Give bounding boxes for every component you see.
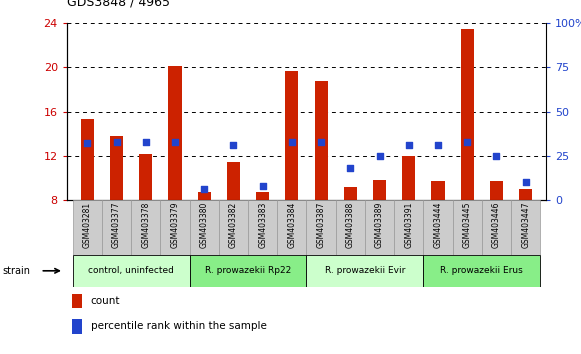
- Text: GSM403391: GSM403391: [404, 202, 413, 248]
- Bar: [402, 156, 415, 200]
- Text: GSM403389: GSM403389: [375, 202, 384, 248]
- Bar: [168, 66, 181, 200]
- Bar: [219, 200, 248, 255]
- Bar: [373, 180, 386, 200]
- Text: GSM403379: GSM403379: [170, 202, 180, 248]
- Point: [375, 153, 384, 159]
- Bar: [424, 200, 453, 255]
- Bar: [189, 255, 307, 287]
- Text: GSM403378: GSM403378: [141, 202, 150, 248]
- Point: [462, 139, 472, 144]
- Text: GSM403382: GSM403382: [229, 202, 238, 248]
- Point: [112, 139, 121, 144]
- Text: GSM403383: GSM403383: [258, 202, 267, 248]
- Bar: [110, 136, 123, 200]
- Point: [521, 179, 530, 185]
- Bar: [198, 192, 211, 200]
- Point: [317, 139, 326, 144]
- Bar: [307, 255, 424, 287]
- Text: GSM403281: GSM403281: [83, 202, 92, 248]
- Bar: [81, 119, 94, 200]
- Text: R. prowazekii Evir: R. prowazekii Evir: [325, 266, 405, 275]
- Point: [433, 142, 443, 148]
- Bar: [102, 200, 131, 255]
- Point: [83, 141, 92, 146]
- Bar: [307, 200, 336, 255]
- Bar: [336, 200, 365, 255]
- Point: [170, 139, 180, 144]
- Bar: [189, 200, 219, 255]
- Text: GSM403377: GSM403377: [112, 202, 121, 248]
- Text: GSM403446: GSM403446: [492, 202, 501, 248]
- Point: [141, 139, 150, 144]
- Text: GDS3848 / 4965: GDS3848 / 4965: [67, 0, 170, 9]
- Bar: [344, 187, 357, 200]
- Text: GSM403388: GSM403388: [346, 202, 355, 248]
- Text: R. prowazekii Erus: R. prowazekii Erus: [440, 266, 523, 275]
- Bar: [73, 255, 189, 287]
- Bar: [131, 200, 160, 255]
- Bar: [71, 319, 82, 334]
- Point: [404, 142, 414, 148]
- Point: [258, 183, 267, 189]
- Text: GSM403387: GSM403387: [317, 202, 325, 248]
- Text: GSM403384: GSM403384: [288, 202, 296, 248]
- Point: [229, 142, 238, 148]
- Bar: [394, 200, 424, 255]
- Text: percentile rank within the sample: percentile rank within the sample: [91, 321, 267, 331]
- Bar: [256, 192, 269, 200]
- Bar: [139, 154, 152, 200]
- Bar: [365, 200, 394, 255]
- Point: [346, 165, 355, 171]
- Text: GSM403447: GSM403447: [521, 202, 530, 248]
- Text: GSM403444: GSM403444: [433, 202, 443, 248]
- Text: count: count: [91, 296, 120, 306]
- Bar: [519, 189, 532, 200]
- Bar: [71, 293, 82, 308]
- Bar: [482, 200, 511, 255]
- Bar: [73, 200, 102, 255]
- Bar: [511, 200, 540, 255]
- Bar: [227, 162, 240, 200]
- Text: R. prowazekii Rp22: R. prowazekii Rp22: [205, 266, 291, 275]
- Bar: [432, 181, 444, 200]
- Bar: [490, 181, 503, 200]
- Bar: [285, 70, 299, 200]
- Bar: [461, 29, 474, 200]
- Text: control, uninfected: control, uninfected: [88, 266, 174, 275]
- Bar: [314, 80, 328, 200]
- Bar: [160, 200, 189, 255]
- Bar: [248, 200, 277, 255]
- Bar: [277, 200, 307, 255]
- Bar: [424, 255, 540, 287]
- Point: [199, 187, 209, 192]
- Point: [492, 153, 501, 159]
- Point: [287, 139, 296, 144]
- Text: GSM403445: GSM403445: [462, 202, 472, 248]
- Bar: [453, 200, 482, 255]
- Text: GSM403380: GSM403380: [200, 202, 209, 248]
- Text: strain: strain: [3, 266, 31, 276]
